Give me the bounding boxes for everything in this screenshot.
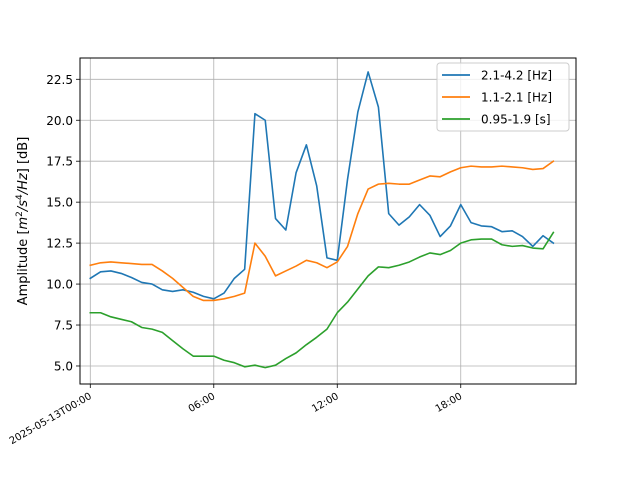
- legend-label: 2.1-4.2 [Hz]: [481, 69, 552, 83]
- ylabel-exp4: 4: [15, 194, 25, 200]
- y-tick-label: 17.5: [46, 155, 73, 169]
- ylabel-pre: Amplitude [: [16, 229, 31, 305]
- y-axis: 5.0 7.5 10.0 12.5 15.0 17.5 20.0 22.5: [46, 73, 80, 373]
- ylabel-m: m: [16, 217, 31, 230]
- series-layer: [89, 71, 555, 369]
- ylabel-hz: /Hz: [16, 172, 31, 195]
- legend-label: 1.1-2.1 [Hz]: [481, 91, 552, 105]
- legend-box: [436, 62, 570, 132]
- series-line-3: [89, 231, 555, 369]
- y-tick-label: 20.0: [46, 114, 73, 128]
- ylabel-post: ] [dB]: [16, 137, 31, 174]
- y-tick-label: 10.0: [46, 278, 73, 292]
- y-axis-label: Amplitude [m2/s4/Hz] [dB]: [15, 137, 31, 306]
- y-tick-label: 5.0: [54, 359, 73, 373]
- y-tick-label: 22.5: [46, 73, 73, 87]
- ylabel-exp2: 2: [15, 211, 25, 217]
- y-tick-label: 15.0: [46, 196, 73, 210]
- series-line-2: [89, 160, 555, 302]
- plot-frame: [79, 57, 577, 385]
- legend: 2.1-4.2 [Hz] 1.1-2.1 [Hz] 0.95-1.9 [s]: [436, 62, 570, 132]
- y-tick-label: 12.5: [46, 237, 73, 251]
- legend-label: 0.95-1.9 [s]: [481, 113, 551, 127]
- series-line-1: [89, 71, 555, 300]
- ylabel-s: /s: [16, 200, 31, 212]
- y-tick-label: 7.5: [54, 319, 73, 333]
